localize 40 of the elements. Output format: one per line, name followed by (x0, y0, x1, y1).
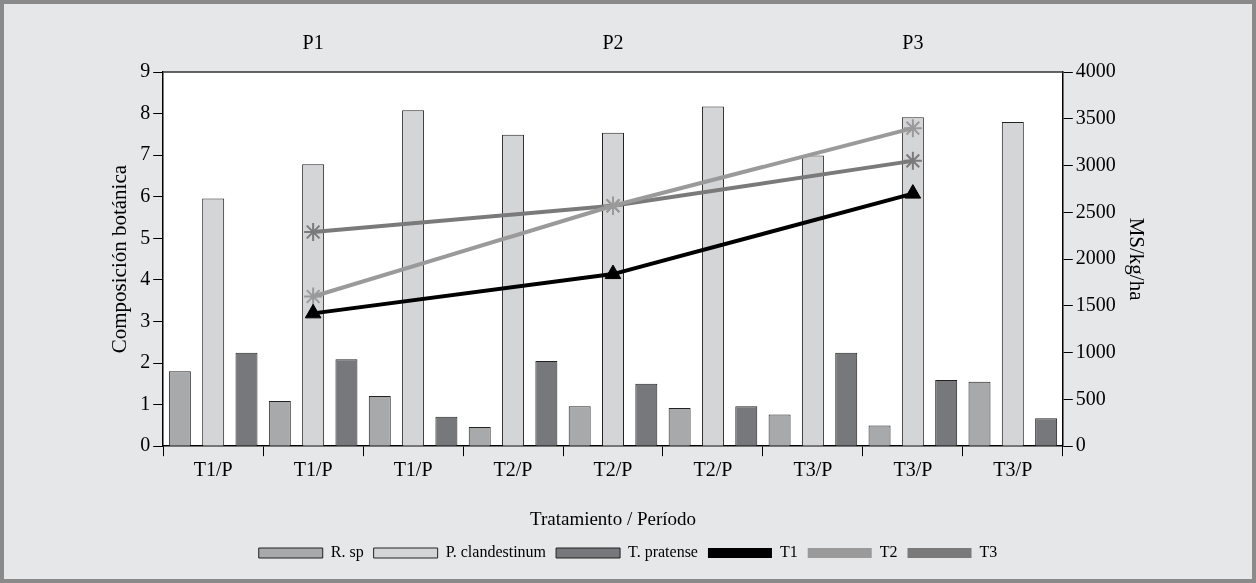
y-tick-label: 3 (140, 308, 151, 331)
x-tick-label: T3/P (793, 458, 833, 481)
x-tick-label: T2/P (693, 458, 733, 481)
x-tick-label: T3/P (993, 458, 1033, 481)
y-tick-label: 6 (140, 183, 151, 206)
y2-tick-label: 3000 (1075, 152, 1116, 175)
text: P1 (302, 31, 324, 54)
x-tick-label: T2/P (493, 458, 533, 481)
y-tick-label: 2 (140, 350, 151, 373)
y2-tick-label: 0 (1075, 433, 1086, 456)
legend-label: T1 (779, 543, 798, 561)
y2-tick-label: 1500 (1075, 293, 1116, 316)
text: P3 (902, 31, 924, 54)
y2-tick-label: 4000 (1075, 59, 1116, 82)
y-tick-label: 8 (140, 100, 151, 123)
legend-label: T. pratense (628, 543, 698, 562)
y2-tick-label: 1000 (1075, 339, 1116, 362)
y-tick-label: 7 (140, 142, 151, 165)
text: P2 (602, 31, 624, 54)
x-axis-title: Tratamiento / Período (529, 507, 697, 529)
x-tick-label: T3/P (893, 458, 933, 481)
legend-label: P. clandestinum (445, 543, 547, 561)
legend-label: R. sp (330, 543, 364, 562)
y-tick-label: 4 (140, 267, 151, 290)
x-tick-label: T1/P (393, 458, 433, 481)
y2-tick-label: 2500 (1075, 199, 1116, 222)
y-tick-label: 5 (140, 225, 151, 248)
x-tick-label: T1/P (293, 458, 333, 481)
y2-tick-label: 3500 (1075, 106, 1116, 129)
y2-tick-label: 500 (1075, 386, 1106, 409)
legend-label: T3 (979, 543, 998, 561)
y-tick-label: 9 (140, 59, 151, 82)
y2-tick-label: 2000 (1075, 246, 1116, 269)
y-axis-title: Composición botánica (107, 164, 132, 354)
y-tick-label: 1 (140, 391, 151, 414)
x-tick-label: T1/P (193, 458, 233, 481)
x-tick-label: T2/P (593, 458, 633, 481)
y-tick-label: 0 (140, 433, 151, 456)
legend-label: T2 (879, 543, 898, 561)
y2-axis-title: MS/kg/ha (1124, 217, 1149, 302)
